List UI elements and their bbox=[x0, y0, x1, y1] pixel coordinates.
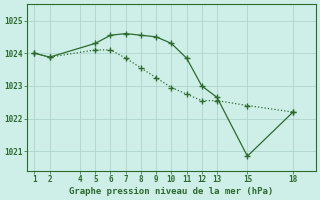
X-axis label: Graphe pression niveau de la mer (hPa): Graphe pression niveau de la mer (hPa) bbox=[69, 187, 274, 196]
